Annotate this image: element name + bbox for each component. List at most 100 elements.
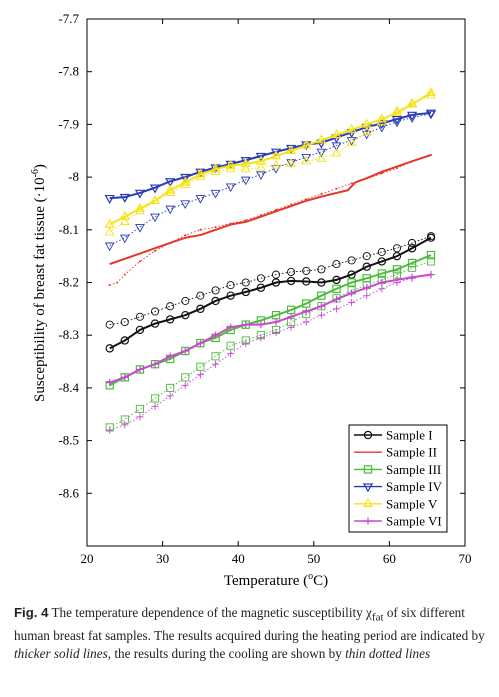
marker-circle [347,270,356,279]
caption-subscript: fat [371,611,384,624]
marker-circle [211,296,220,306]
marker-plus [166,352,174,360]
legend-label: Sample I [386,428,433,443]
marker-circle [120,336,130,345]
x-tick-label: 50 [307,551,320,566]
marker-triangle-up [134,202,146,212]
marker-dot [214,226,217,229]
marker-triangle-up [210,163,221,173]
marker-circle [241,287,250,297]
legend-label: Sample VI [386,514,442,529]
marker-triangle-down [362,483,374,493]
marker-circle [317,265,326,274]
marker-plus [121,421,129,429]
caption-text-3: , the results during the cooling are sho… [107,645,346,661]
marker-circle [256,274,265,283]
marker-triangle-down [225,183,236,193]
marker-square [407,258,417,268]
marker-square [302,299,311,308]
series-1 [105,232,436,353]
caption-text-2: of six different human breast fat sample… [14,605,485,644]
marker-circle [135,312,144,321]
marker-circle [181,310,190,320]
marker-dot [123,273,126,276]
caption-text-1: The temperature dependence of the magnet… [48,605,372,620]
marker-square [166,383,175,392]
marker-triangle-down [149,184,161,194]
marker-circle [150,319,160,328]
marker-plus [242,321,250,329]
marker-circle [407,244,417,253]
marker-square [181,373,190,382]
y-tick-label: -7.9 [58,116,79,131]
marker-square [408,263,417,272]
marker-triangle-down [425,109,437,119]
legend-label: Sample III [386,462,441,477]
marker-dot [320,192,323,195]
marker-dot [199,228,202,231]
marker-triangle-down [104,194,115,204]
legend-entry: Sample II [354,445,437,460]
y-tick-label: -7.7 [58,11,79,26]
marker-square [196,362,205,371]
marker-plus [166,392,174,400]
marker-triangle-up [362,497,374,507]
series-heating-line [109,111,432,200]
y-tick-label: -8.5 [58,433,79,448]
marker-circle [426,233,436,242]
marker-circle [120,317,129,327]
marker-triangle-up [361,126,372,136]
marker-plus [196,371,204,379]
marker-plus [272,318,280,326]
marker-triangle-up [316,134,327,144]
marker-circle [347,256,356,265]
y-tick-label: -8.2 [58,275,79,290]
marker-triangle-up [119,210,130,220]
marker-circle [362,252,371,261]
marker-dot [116,281,119,284]
series-heating-line [109,236,432,350]
marker-triangle-up [256,162,266,171]
marker-square [426,257,436,266]
marker-plus [257,334,265,342]
marker-triangle-down [406,111,418,121]
marker-triangle-down [119,193,130,203]
caption-emphasis-1: thicker solid lines [14,645,108,661]
marker-circle [302,277,311,286]
marker-plus [332,295,341,303]
legend-entry: Sample III [354,462,441,477]
marker-plus [181,381,189,389]
marker-plus [378,278,386,287]
y-axis-label-text: Susceptibility of breast fat tissue (·10 [32,177,48,402]
marker-triangle-up [270,150,282,160]
series-cooling-line [109,154,432,286]
marker-circle [302,266,311,275]
marker-triangle-up [391,106,403,117]
y-axis-label-close: ) [32,164,48,169]
x-axis-label-text: Temperature ( [224,573,308,589]
marker-circle [377,257,387,266]
marker-plus [287,323,295,331]
legend-label: Sample V [386,496,438,511]
marker-triangle-down [119,234,130,244]
marker-triangle-up [331,129,342,139]
marker-triangle-down [165,205,176,215]
marker-circle [271,278,281,287]
marker-plus [302,318,310,326]
y-axis-label: Susceptibility of breast fat tissue (·10… [30,164,48,402]
series-6 [106,270,435,434]
marker-plus [242,339,250,347]
marker-triangle-up [361,118,372,128]
marker-triangle-down [391,115,403,125]
legend-entry: Sample V [354,496,438,511]
marker-triangle-down [150,213,160,223]
marker-triangle-up [346,123,357,133]
marker-circle [363,430,373,440]
marker-plus [106,426,114,434]
marker-circle [332,260,341,269]
marker-plus [363,284,371,292]
marker-circle [256,283,266,292]
chart: 20 30 40 50 60 70 -7.7 -7.8 -7.9 -8 -8.1 -8.2 -8.3 -8… [30,11,472,589]
marker-triangle-up [104,218,115,228]
marker-triangle-up [149,195,161,205]
